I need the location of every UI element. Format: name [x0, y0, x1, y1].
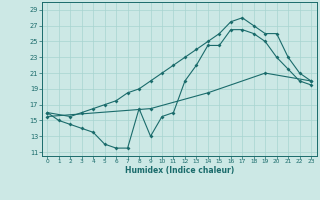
X-axis label: Humidex (Indice chaleur): Humidex (Indice chaleur) [124, 166, 234, 175]
